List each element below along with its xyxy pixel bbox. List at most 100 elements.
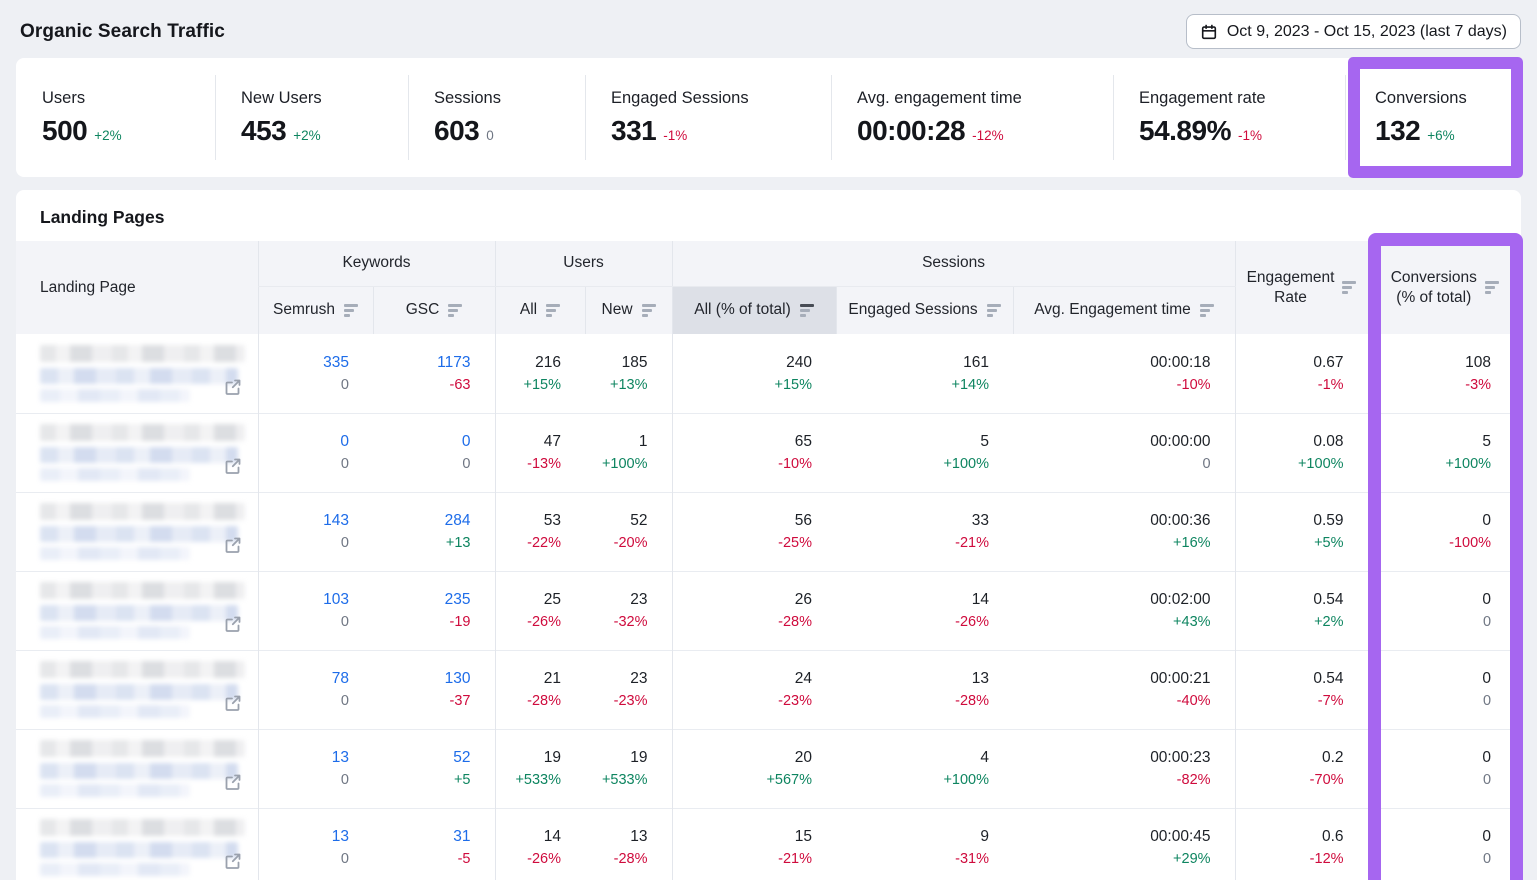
landing-page-cell[interactable] — [16, 571, 258, 650]
cell-change: -26% — [836, 614, 989, 630]
sort-icon[interactable] — [1200, 304, 1214, 317]
column-header-semrush[interactable]: Semrush — [258, 286, 373, 334]
cell-value: 13 — [836, 670, 989, 688]
sort-icon[interactable] — [1342, 281, 1356, 294]
sort-icon[interactable] — [642, 304, 656, 317]
cell-conversions: 00 — [1368, 650, 1521, 729]
cell-change: -26% — [496, 851, 562, 867]
cell-value[interactable]: 13 — [259, 828, 350, 846]
landing-page-cell[interactable] — [16, 413, 258, 492]
cell-value[interactable]: 1173 — [373, 354, 471, 372]
column-header-sessions-all[interactable]: All (% of total) — [672, 286, 836, 334]
column-header-conversions[interactable]: Conversions (% of total) — [1368, 241, 1521, 334]
cell-value[interactable]: 143 — [259, 512, 350, 530]
column-header-engagement-rate[interactable]: Engagement Rate — [1235, 241, 1368, 334]
landing-page-url-redacted[interactable] — [40, 368, 238, 384]
landing-page-url-redacted[interactable] — [40, 684, 238, 700]
landing-page-cell[interactable] — [16, 808, 258, 880]
cell-value: 0 — [1369, 591, 1492, 609]
cell-value: 5 — [1369, 433, 1492, 451]
cell-value: 5 — [836, 433, 989, 451]
cell-value[interactable]: 52 — [373, 749, 471, 767]
page-title: Organic Search Traffic — [20, 21, 225, 43]
external-link-icon[interactable] — [223, 535, 243, 555]
column-header-engaged-sessions[interactable]: Engaged Sessions — [836, 286, 1013, 334]
sort-icon[interactable] — [987, 304, 1001, 317]
cell-change: -10% — [673, 456, 813, 472]
landing-page-url-redacted-line2 — [40, 863, 190, 876]
cell-avg-engagement-time: 00:02:00+43% — [1013, 571, 1235, 650]
cell-value[interactable]: 284 — [373, 512, 471, 530]
external-link-icon[interactable] — [223, 851, 243, 871]
calendar-icon — [1200, 23, 1218, 41]
cell-value[interactable]: 235 — [373, 591, 471, 609]
cell-value: 14 — [836, 591, 989, 609]
landing-page-url-redacted[interactable] — [40, 447, 238, 463]
external-link-icon[interactable] — [223, 693, 243, 713]
metric-change: -1% — [663, 128, 687, 143]
cell-kw-semrush: 130 — [258, 729, 373, 808]
cell-value[interactable]: 78 — [259, 670, 350, 688]
cell-users-all: 47-13% — [495, 413, 585, 492]
external-link-icon[interactable] — [223, 614, 243, 634]
landing-page-url-redacted[interactable] — [40, 763, 238, 779]
landing-page-cell[interactable] — [16, 729, 258, 808]
external-link-icon[interactable] — [223, 377, 243, 397]
landing-page-url-redacted[interactable] — [40, 605, 238, 621]
cell-value: 00:00:18 — [1013, 354, 1211, 372]
sort-icon[interactable] — [546, 304, 560, 317]
cell-engagement-rate: 0.08+100% — [1235, 413, 1368, 492]
sort-icon-active[interactable] — [800, 304, 814, 317]
cell-change: +14% — [836, 377, 989, 393]
cell-change: +29% — [1013, 851, 1211, 867]
cell-value[interactable]: 130 — [373, 670, 471, 688]
table-row: 1030235-1925-26%23-32%26-28%14-26%00:02:… — [16, 571, 1521, 650]
cell-value[interactable]: 335 — [259, 354, 350, 372]
landing-page-url-redacted-line2 — [40, 547, 190, 560]
external-link-icon[interactable] — [223, 456, 243, 476]
landing-page-cell[interactable] — [16, 492, 258, 571]
cell-value: 0 — [1369, 749, 1492, 767]
cell-value[interactable]: 103 — [259, 591, 350, 609]
cell-value[interactable]: 13 — [259, 749, 350, 767]
sort-icon[interactable] — [1485, 281, 1499, 294]
landing-page-url-redacted[interactable] — [40, 842, 238, 858]
sort-icon[interactable] — [344, 304, 358, 317]
cell-change: +533% — [496, 772, 562, 788]
cell-sessions-all: 15-21% — [672, 808, 836, 880]
cell-value[interactable]: 31 — [373, 828, 471, 846]
cell-change: 0 — [259, 456, 350, 472]
cell-change: -10% — [1013, 377, 1211, 393]
sort-icon[interactable] — [448, 304, 462, 317]
cell-value: 0.2 — [1236, 749, 1344, 767]
landing-page-cell[interactable] — [16, 334, 258, 413]
cell-avg-engagement-time: 00:00:18 -10% — [1013, 334, 1235, 413]
cell-value[interactable]: 0 — [259, 433, 350, 451]
date-range-button[interactable]: Oct 9, 2023 - Oct 15, 2023 (last 7 days) — [1186, 14, 1521, 49]
cell-change: +100% — [1369, 456, 1492, 472]
landing-page-cell[interactable] — [16, 650, 258, 729]
cell-value: 0.08 — [1236, 433, 1344, 451]
cell-avg-engagement-time: 00:00:23-82% — [1013, 729, 1235, 808]
cell-value: 20 — [673, 749, 813, 767]
cell-value: 0.6 — [1236, 828, 1344, 846]
column-header-users-new[interactable]: New — [585, 286, 672, 334]
cell-engaged-sessions: 161+14% — [836, 334, 1013, 413]
cell-value: 47 — [496, 433, 562, 451]
cell-sessions-all: 56-25% — [672, 492, 836, 571]
cell-value[interactable]: 0 — [373, 433, 471, 451]
column-header-avg-engagement-time[interactable]: Avg. Engagement time — [1013, 286, 1235, 334]
column-header-gsc[interactable]: GSC — [373, 286, 495, 334]
cell-kw-gsc: 31-5 — [373, 808, 495, 880]
gsc-label: GSC — [406, 301, 440, 319]
cell-change: 0 — [259, 535, 350, 551]
metric-value: 00:00:28 — [857, 115, 965, 147]
cell-change: -12% — [1236, 851, 1344, 867]
landing-page-url-redacted[interactable] — [40, 526, 238, 542]
landing-page-title-redacted — [40, 661, 245, 678]
cell-avg-engagement-time: 00:00:36+16% — [1013, 492, 1235, 571]
column-header-users-all[interactable]: All — [495, 286, 585, 334]
external-link-icon[interactable] — [223, 772, 243, 792]
metric-value: 54.89% — [1139, 115, 1231, 147]
cell-value: 23 — [585, 670, 648, 688]
